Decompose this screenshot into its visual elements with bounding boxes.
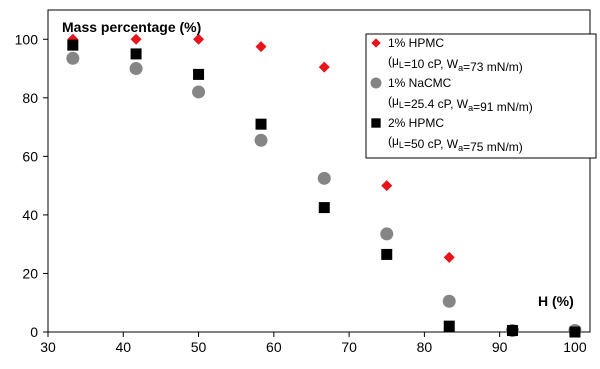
legend: 1% HPMC(μL=10 cP, Wa=73 mN/m)1% NaCMC(μL… (365, 33, 597, 159)
x-tick-label: 60 (266, 339, 282, 355)
x-tick-label: 30 (40, 339, 56, 355)
legend-detail-part: =25.4 cP, W (404, 97, 469, 111)
plot-border (47, 9, 591, 333)
legend-subscript: a (458, 63, 463, 73)
data-point (192, 85, 206, 99)
legend-subscript: L (399, 140, 404, 150)
data-point (442, 294, 456, 308)
legend-detail-part: =10 cP, W (404, 57, 459, 71)
legend-detail-part: ( (388, 54, 392, 68)
plot-frame (47, 9, 591, 333)
data-points (66, 33, 582, 338)
legend-detail-part: μ (392, 94, 399, 108)
y-axis: 0 20 40 60 80 100 (15, 31, 48, 340)
legend-detail-part: ( (388, 134, 392, 148)
legend-detail-part: =75 mN/m) (463, 140, 523, 154)
x-tick-label: 40 (115, 339, 131, 355)
x-axis-title: H (%) (538, 293, 574, 309)
y-tick-label: 20 (22, 265, 38, 281)
data-point (255, 118, 267, 130)
data-point (129, 62, 143, 76)
legend-label: 1% HPMC (388, 36, 444, 50)
x-axis: 30 40 50 60 70 80 90 100 (40, 332, 587, 355)
legend-detail-part: =91 mN/m) (473, 100, 533, 114)
data-point (255, 41, 267, 53)
legend-detail-part: =73 mN/m) (463, 60, 523, 74)
data-point (130, 33, 142, 45)
legend-detail: (μL=10 cP, Wa=73 mN/m) (388, 54, 523, 74)
legend-detail-part: μ (392, 54, 399, 68)
data-point (381, 248, 393, 260)
data-point (67, 39, 79, 51)
legend-label: 2% HPMC (388, 116, 444, 130)
legend-marker (371, 118, 381, 128)
legend-detail: (μL=25.4 cP, Wa=91 mN/m) (388, 94, 533, 114)
legend-detail-part: ( (388, 94, 392, 108)
y-tick-label: 60 (22, 148, 38, 164)
legend-marker (371, 38, 381, 48)
legend-subscript: L (399, 60, 404, 70)
y-axis-title: Mass percentage (%) (62, 19, 201, 35)
legend-detail-part: =50 cP, W (404, 137, 459, 151)
data-point (66, 51, 80, 65)
y-tick-label: 40 (22, 207, 38, 223)
x-tick-label: 100 (563, 339, 587, 355)
data-point (443, 251, 455, 263)
legend-marker (370, 77, 382, 89)
legend-detail: (μL=50 cP, Wa=75 mN/m) (388, 134, 523, 154)
data-point (254, 133, 268, 147)
data-point (318, 202, 330, 214)
data-point (506, 325, 518, 337)
data-point (380, 227, 394, 241)
data-point (569, 326, 581, 338)
x-tick-label: 80 (417, 339, 433, 355)
series-2-points (67, 39, 581, 338)
legend-label: 1% NaCMC (388, 76, 452, 90)
x-tick-label: 90 (492, 339, 508, 355)
legend-subscript: a (458, 143, 463, 153)
y-tick-label: 80 (22, 90, 38, 106)
data-point (381, 180, 393, 192)
legend-subscript: L (399, 100, 404, 110)
data-point (317, 171, 331, 185)
data-point (318, 61, 330, 73)
y-tick-label: 0 (30, 324, 38, 340)
y-tick-label: 100 (15, 31, 39, 47)
x-tick-label: 50 (191, 339, 207, 355)
legend-detail-part: μ (392, 134, 399, 148)
data-point (193, 33, 205, 45)
legend-subscript: a (468, 103, 473, 113)
data-point (193, 68, 205, 80)
legend-box (365, 33, 597, 159)
x-tick-label: 70 (341, 339, 357, 355)
data-point (443, 320, 455, 332)
data-point (130, 48, 142, 60)
